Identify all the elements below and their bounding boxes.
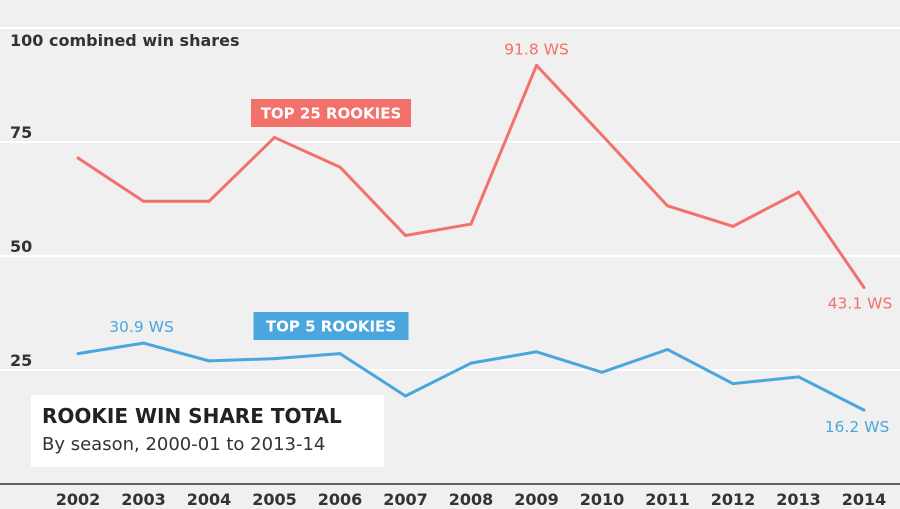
- x-tick-label: 2014: [842, 490, 887, 509]
- data-label: 91.8 WS: [504, 40, 569, 58]
- data-labels: 91.8 WS 43.1 WS 30.9 WS 16.2 WS: [109, 40, 892, 436]
- data-point: [273, 357, 276, 361]
- data-point: [404, 394, 407, 398]
- data-label: 16.2 WS: [825, 418, 890, 436]
- data-point: [535, 350, 538, 354]
- x-tick-label: 2005: [252, 490, 297, 509]
- data-label: 30.9 WS: [109, 318, 174, 336]
- series-legends: TOP 25 ROOKIES TOP 5 ROOKIES: [251, 99, 411, 340]
- x-tick-label: 2007: [383, 490, 428, 509]
- chart-title-box: ROOKIE WIN SHARE TOTAL By season, 2000-0…: [31, 395, 384, 467]
- x-tick-label: 2013: [776, 490, 821, 509]
- data-point: [797, 190, 800, 194]
- data-point: [76, 156, 80, 160]
- data-point: [469, 361, 473, 365]
- data-point: [142, 341, 145, 345]
- legend-box: [253, 312, 409, 340]
- x-tick-label: 2002: [56, 490, 101, 509]
- data-point: [666, 204, 669, 208]
- legend-top-25: TOP 25 ROOKIES: [251, 99, 411, 127]
- x-axis-ticks: 2002 2003 2004 2005 2006 2007 2008 2009 2010 2011…: [56, 490, 887, 509]
- legend-label: TOP 5 ROOKIES: [266, 318, 396, 336]
- data-point: [797, 375, 800, 379]
- y-axis-ticks: 25 50 75: [10, 123, 32, 370]
- data-point: [600, 370, 604, 374]
- data-point: [404, 233, 407, 237]
- data-point: [207, 199, 211, 203]
- series-lines: [76, 63, 866, 412]
- data-point: [535, 63, 538, 67]
- x-tick-label: 2010: [580, 490, 625, 509]
- data-point: [207, 359, 211, 363]
- chart-title: ROOKIE WIN SHARE TOTAL: [42, 404, 342, 428]
- data-point: [862, 285, 866, 289]
- gridlines: [0, 27, 900, 371]
- x-tick-label: 2008: [449, 490, 494, 509]
- data-point: [142, 199, 145, 203]
- data-label: 43.1 WS: [828, 294, 893, 312]
- data-point: [338, 352, 342, 356]
- legend-box: [251, 99, 411, 127]
- data-point: [76, 352, 80, 356]
- chart-subtitle: By season, 2000-01 to 2013-14: [42, 434, 326, 455]
- data-point: [469, 222, 473, 226]
- data-point: [731, 382, 735, 386]
- data-point: [273, 135, 276, 139]
- x-tick-label: 2011: [645, 490, 690, 509]
- data-point: [862, 408, 866, 412]
- legend-top-5: TOP 5 ROOKIES: [253, 312, 409, 340]
- x-tick-label: 2012: [711, 490, 756, 509]
- x-tick-label: 2003: [121, 490, 166, 509]
- y-axis-label: 100 combined win shares: [10, 31, 240, 50]
- x-tick-label: 2004: [187, 490, 232, 509]
- y-tick-label: 25: [10, 351, 32, 370]
- legend-label: TOP 25 ROOKIES: [261, 105, 402, 123]
- y-tick-label: 75: [10, 123, 32, 142]
- data-point: [338, 165, 342, 169]
- x-tick-label: 2006: [318, 490, 363, 509]
- x-tick-label: 2009: [514, 490, 559, 509]
- y-tick-label: 50: [10, 237, 32, 256]
- data-point: [731, 224, 735, 228]
- data-point: [666, 347, 669, 351]
- data-point: [600, 133, 604, 137]
- series-line-0: [77, 63, 866, 289]
